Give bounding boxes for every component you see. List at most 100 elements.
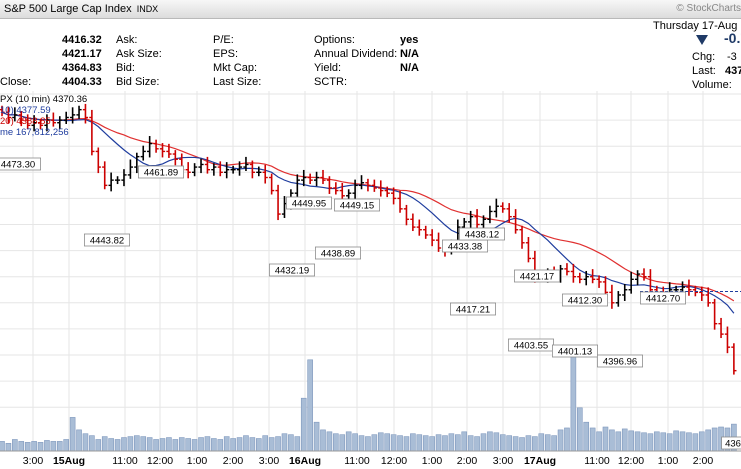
- volume-bar: [146, 437, 153, 452]
- x-tick-label: 12:00: [381, 455, 407, 467]
- volume-bar: [679, 431, 686, 452]
- last-size-label: Last Size:: [213, 76, 262, 88]
- volume-bar: [333, 433, 339, 452]
- volume-bar: [647, 433, 654, 452]
- volume-bar: [654, 431, 660, 452]
- volume-bar: [698, 431, 705, 452]
- volume-bar: [24, 442, 31, 452]
- chart-title: S&P 500 Large Cap Index INDX: [4, 3, 159, 15]
- close-value: 4404.33: [62, 76, 102, 88]
- x-tick-label: 1:00: [187, 455, 208, 467]
- annotation-box: [137, 165, 184, 179]
- annotation-label: 4449.15: [340, 201, 374, 212]
- volume-bar: [499, 434, 506, 452]
- price-legend: PX (10 min) 4370.36: [0, 94, 88, 105]
- volume-bar: [121, 437, 127, 452]
- annotation-label: 4396.96: [603, 357, 637, 368]
- options-label: Options:: [314, 34, 355, 46]
- volume-bar: [621, 428, 628, 452]
- ma10-legend: 10) 4377.59: [0, 105, 51, 116]
- volume-bar: [288, 434, 294, 452]
- bid-label: Bid:: [116, 62, 135, 74]
- x-tick-label: 16Aug: [289, 455, 321, 467]
- annotation-label: 4417.21: [456, 305, 490, 316]
- volume-bar: [666, 433, 673, 452]
- change-value: -0.7: [724, 30, 741, 46]
- annotation-label: 4421.17: [520, 272, 554, 283]
- annotation-label: 4443.82: [90, 236, 124, 247]
- ma20-legend: 20) 4388.85: [0, 116, 51, 127]
- volume-bar: [198, 437, 204, 452]
- volume-bar: [12, 439, 18, 452]
- price-annotation: 4396.96: [597, 354, 644, 368]
- price-annotation: 4403.55: [507, 338, 554, 352]
- volume-bar: [692, 433, 699, 452]
- volume-bar: [31, 441, 37, 452]
- price-annotation: 4412.70: [640, 291, 687, 305]
- volume-bar: [448, 433, 455, 452]
- annotation-box: [552, 344, 599, 358]
- x-tick-label: 11:00: [112, 455, 138, 467]
- annotation-box: [0, 157, 42, 171]
- annotation-label: 436: [725, 439, 741, 450]
- volume-bar: [467, 435, 474, 452]
- volume-bar: [268, 437, 275, 452]
- volume-bar: [345, 431, 352, 452]
- volume-bar: [275, 436, 281, 452]
- annotation-label: 4473.30: [1, 160, 35, 171]
- volume-bar: [435, 434, 442, 452]
- volume-bar: [127, 436, 134, 452]
- volume-bar: [56, 441, 63, 452]
- chg-value: -3: [727, 51, 737, 63]
- volume-bar: [108, 438, 114, 452]
- x-tick-label: 3:00: [23, 455, 44, 467]
- volume-bar: [223, 436, 230, 452]
- x-tick-label: 2:00: [693, 455, 714, 467]
- annotation-box: [514, 269, 561, 283]
- volume-bar: [50, 441, 57, 452]
- volume-bar: [686, 432, 692, 452]
- volume-bar: [628, 430, 634, 452]
- volume-bar: [371, 434, 378, 452]
- down-arrow-icon: [696, 35, 708, 45]
- price-annotation: 4421.17: [514, 269, 561, 283]
- price-annotation: 4412.30: [562, 293, 609, 307]
- volume-bar: [397, 435, 403, 452]
- annotation-label: 4433.38: [448, 242, 482, 253]
- volume-bar: [153, 439, 159, 452]
- volume-bar: [474, 436, 480, 452]
- annotation-box: [597, 354, 644, 368]
- volume-bar: [300, 397, 307, 452]
- price-annotation: 4461.89: [137, 165, 184, 179]
- annotation-label: 4412.70: [646, 294, 680, 305]
- volume-bar: [166, 437, 172, 452]
- annotation-box: [84, 233, 131, 247]
- annotation-box: [721, 436, 741, 450]
- volume-bar: [538, 433, 545, 452]
- volume-bar: [44, 440, 50, 452]
- annotation-box: [268, 263, 315, 277]
- volume-bar: [410, 433, 416, 452]
- volume-bar: [255, 438, 262, 452]
- volume-bar: [185, 438, 191, 452]
- volume-bar: [365, 436, 371, 452]
- annual-dividend-label: Annual Dividend:: [314, 48, 398, 60]
- volume-bar: [5, 443, 12, 452]
- annotation-label: 4438.89: [321, 249, 355, 260]
- high-value: 4421.17: [62, 48, 102, 60]
- volume-bar: [377, 432, 384, 452]
- volume-bar: [89, 435, 95, 452]
- last-value: 437: [725, 65, 741, 77]
- volume-bar: [422, 435, 429, 452]
- price-annotation: 4417.21: [449, 302, 496, 316]
- volume-bar: [95, 439, 102, 452]
- volume-bar: [532, 436, 538, 452]
- volume-bar: [596, 431, 602, 452]
- volume-bar: [480, 433, 487, 452]
- volume-bar: [525, 435, 532, 452]
- price-annotation: 4438.89: [314, 246, 361, 260]
- ask-label: Ask:: [116, 34, 138, 46]
- volume-bar: [178, 437, 185, 452]
- volume-bar: [506, 435, 512, 452]
- date-label: Thursday 17-Aug: [653, 20, 738, 32]
